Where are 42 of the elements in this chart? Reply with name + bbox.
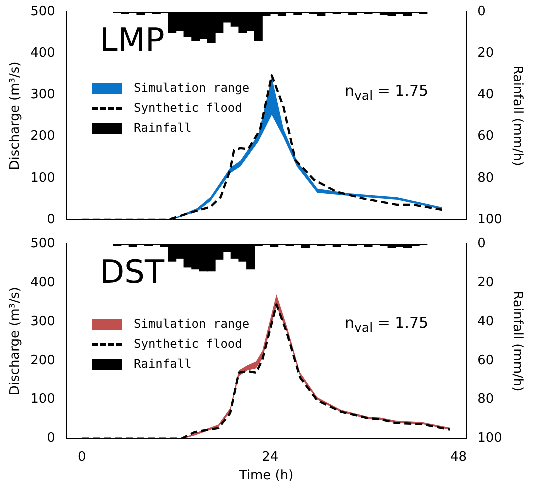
y2-tick-label: 20 — [478, 275, 494, 290]
y2-tick-label: 100 — [478, 431, 502, 446]
y2-axis-title: Rainfall (mm/h) — [510, 291, 525, 392]
y2-tick-label: 80 — [478, 392, 494, 408]
chart-title: DST — [100, 253, 164, 291]
y2-tick-label: 0 — [478, 236, 486, 252]
y2-tick-label: 40 — [478, 88, 494, 103]
legend-label: Simulation range — [134, 81, 250, 95]
y-tick-label: 500 — [30, 236, 56, 252]
legend-label: Synthetic flood — [134, 337, 242, 351]
annotation: n$_{val}$ = 1.75 — [345, 82, 429, 103]
y-tick-label: 0 — [47, 431, 56, 446]
x-axis-title: Time (h) — [238, 468, 294, 484]
y-tick-label: 400 — [30, 275, 56, 290]
y2-tick-label: 80 — [478, 170, 494, 186]
x-tick-label: 24 — [262, 450, 279, 465]
y-tick-label: 300 — [30, 314, 56, 330]
y-tick-label: 100 — [30, 392, 56, 408]
legend-label: Synthetic flood — [134, 101, 242, 115]
y2-axis-title: Rainfall (mm/h) — [510, 66, 525, 166]
legend-label: Rainfall — [134, 357, 192, 371]
y2-tick-label: 100 — [478, 212, 502, 228]
annotation: n$_{val}$ = 1.75 — [345, 314, 429, 335]
y2-tick-label: 40 — [478, 314, 494, 330]
y-tick-label: 0 — [47, 212, 56, 228]
legend-label: Simulation range — [134, 317, 250, 331]
y2-tick-label: 0 — [478, 4, 486, 20]
chart-title: LMP — [100, 21, 165, 59]
y-tick-label: 400 — [30, 46, 56, 61]
y-tick-label: 100 — [30, 170, 56, 186]
y-axis-title: Discharge (m³/s) — [8, 62, 24, 170]
y2-tick-label: 60 — [478, 353, 494, 368]
y-tick-label: 500 — [30, 4, 56, 20]
legend-label: Rainfall — [134, 121, 192, 135]
y-axis-title: Discharge (m³/s) — [8, 287, 24, 396]
y-tick-label: 300 — [30, 88, 56, 103]
y2-tick-label: 60 — [478, 129, 494, 144]
y-tick-label: 200 — [30, 353, 56, 368]
y2-tick-label: 20 — [478, 46, 494, 61]
x-tick-label: 48 — [450, 450, 468, 465]
x-tick-label: 0 — [78, 450, 86, 465]
y-tick-label: 200 — [30, 129, 56, 144]
